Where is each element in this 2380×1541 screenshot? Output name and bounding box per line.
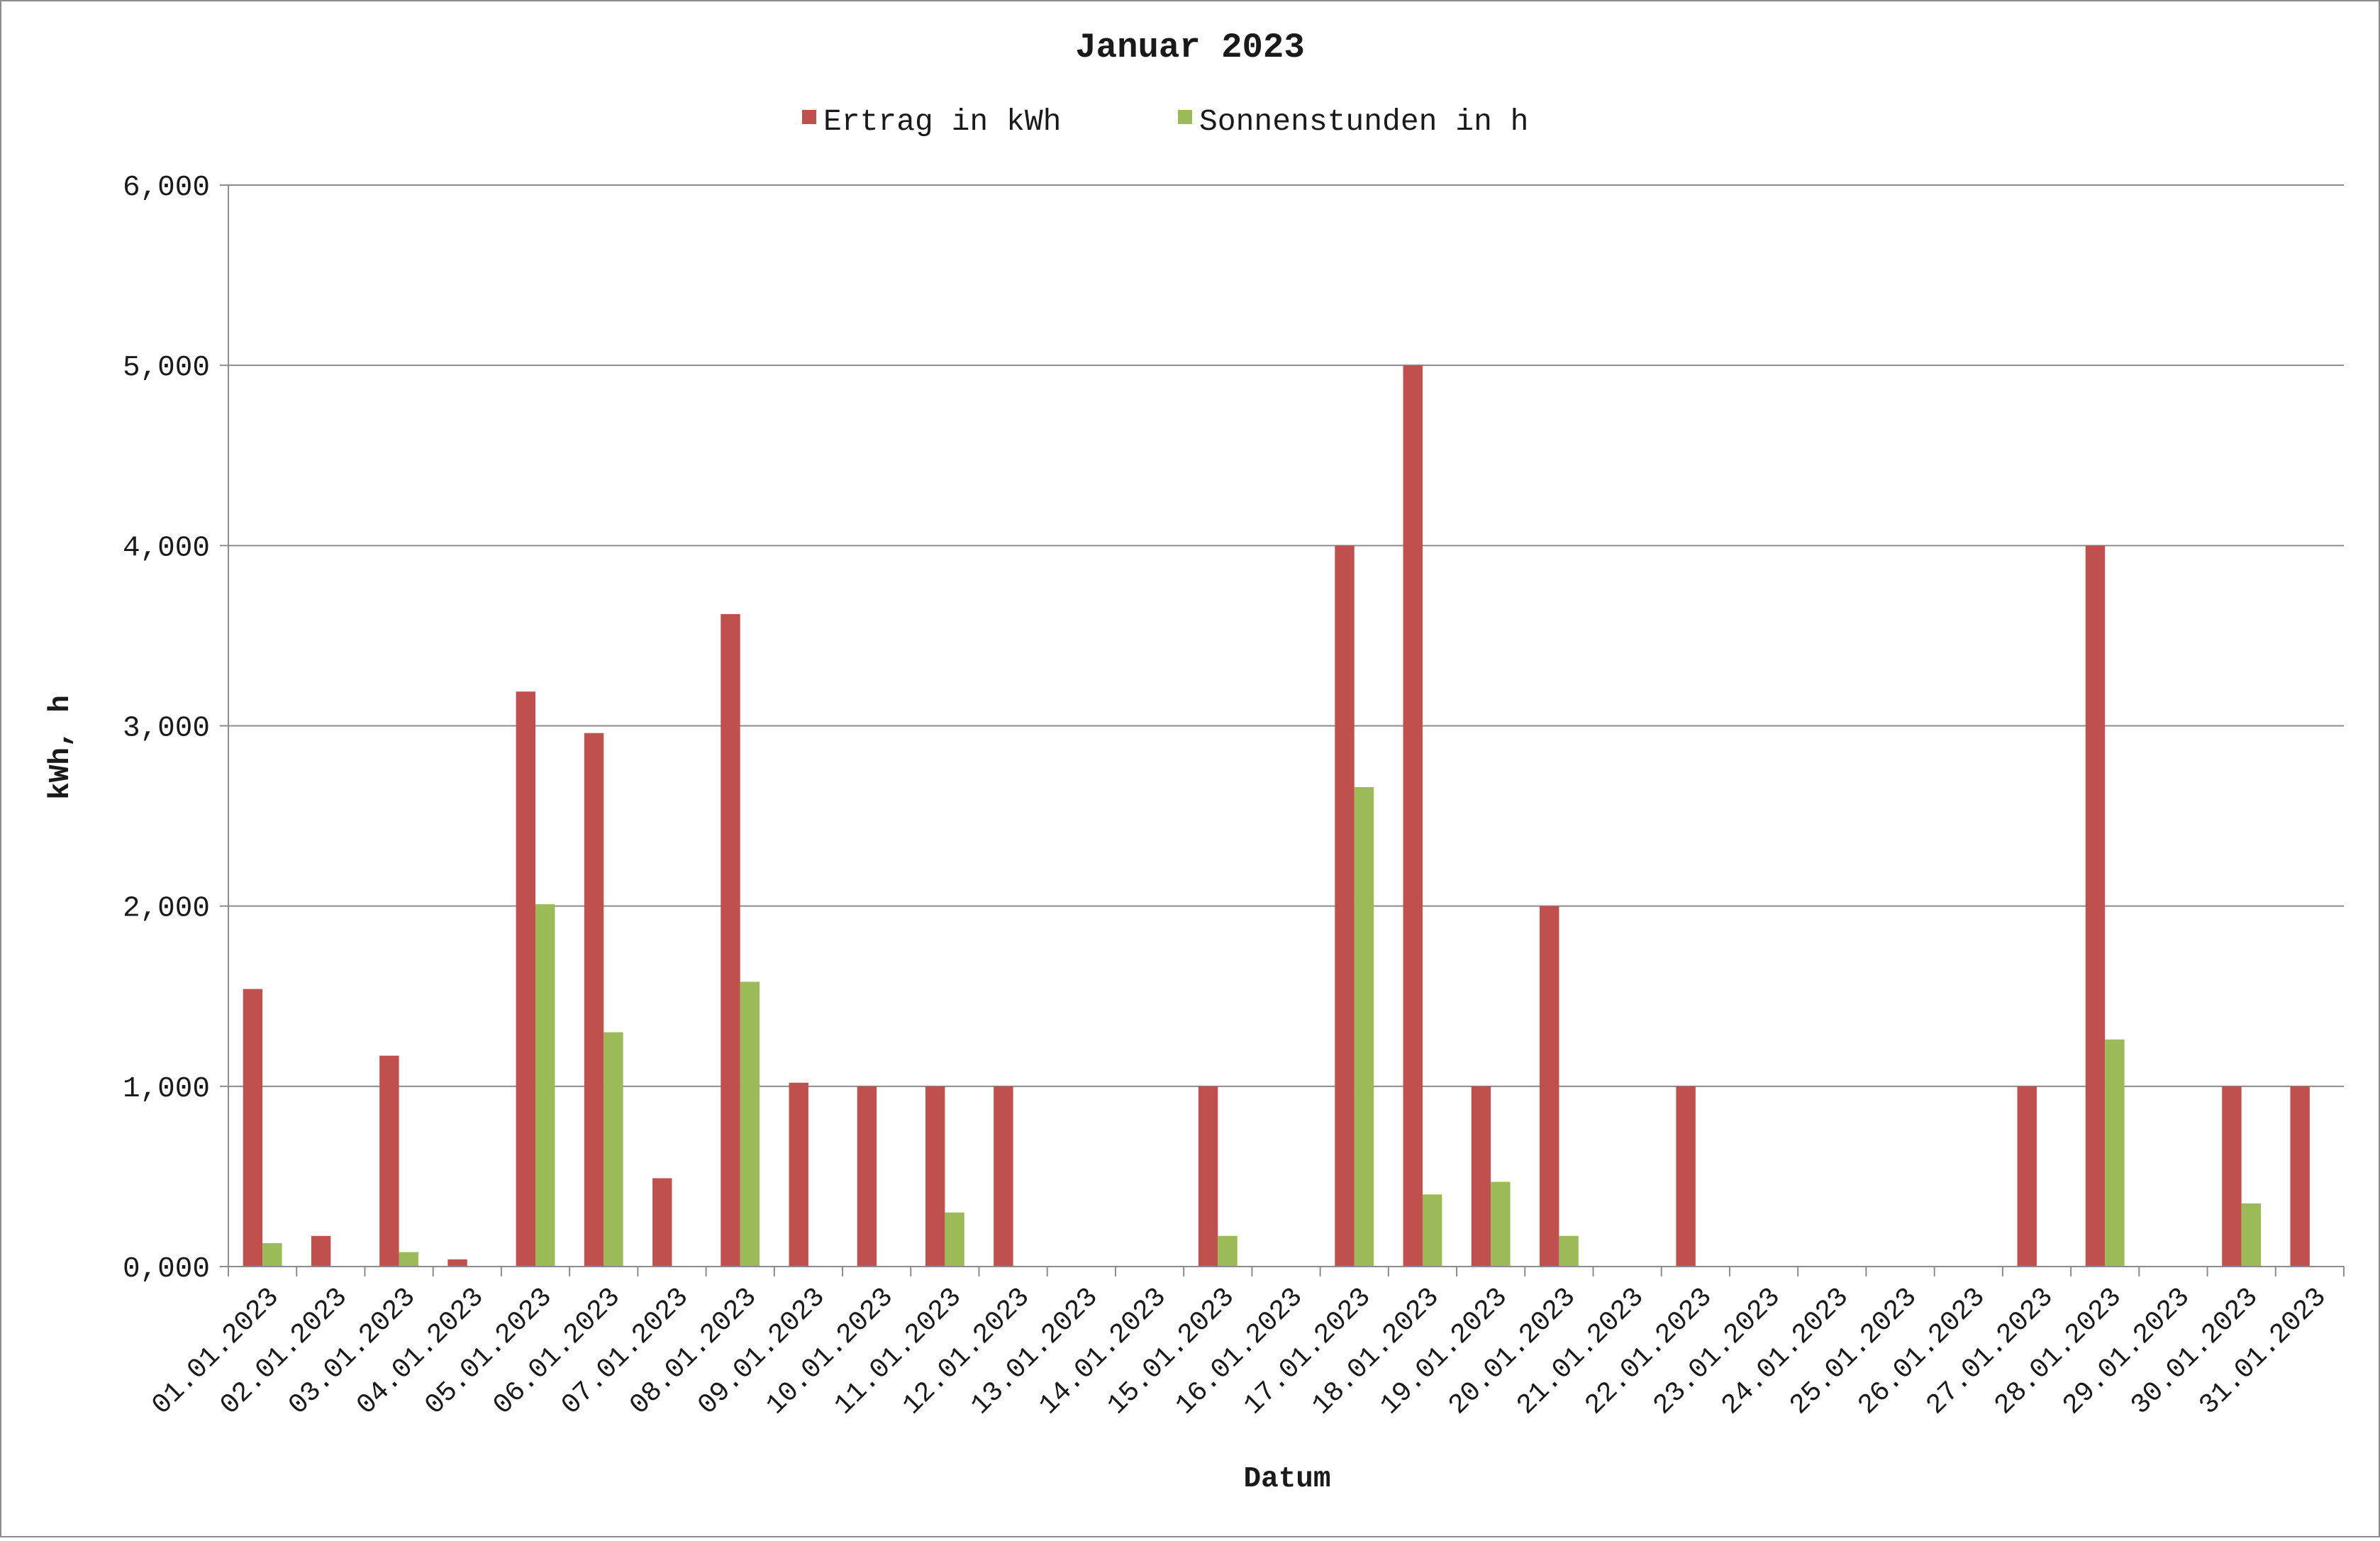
gridlines bbox=[228, 184, 2344, 1087]
bar-ertrag bbox=[2017, 1086, 2037, 1267]
y-tick-label: 6,000 bbox=[123, 172, 210, 204]
y-tick-label: 0,000 bbox=[123, 1253, 210, 1286]
bar-sonnenstunden bbox=[1559, 1235, 1579, 1267]
y-tick-label: 1,000 bbox=[123, 1073, 210, 1106]
bar-ertrag bbox=[857, 1086, 877, 1267]
bar-sonnenstunden bbox=[740, 981, 760, 1267]
bar-ertrag bbox=[925, 1086, 945, 1267]
y-tick-label: 4,000 bbox=[123, 532, 210, 564]
bar-ertrag bbox=[379, 1055, 399, 1267]
legend-swatch bbox=[802, 110, 816, 124]
bar-ertrag bbox=[1539, 906, 1559, 1267]
axes bbox=[228, 185, 2344, 1267]
y-tick-label: 5,000 bbox=[123, 352, 210, 384]
bar-ertrag bbox=[2290, 1086, 2310, 1267]
legend-swatch bbox=[1178, 110, 1192, 124]
y-axis-title: kWh, h bbox=[45, 695, 77, 800]
bar-sonnenstunden bbox=[1354, 786, 1374, 1267]
bar-ertrag bbox=[652, 1178, 672, 1267]
bar-ertrag bbox=[516, 691, 536, 1267]
bar-ertrag bbox=[2222, 1086, 2242, 1267]
bar-ertrag bbox=[2085, 545, 2106, 1267]
bar-sonnenstunden bbox=[2105, 1039, 2125, 1267]
bar-sonnenstunden bbox=[945, 1212, 964, 1267]
bar-ertrag bbox=[1198, 1086, 1218, 1267]
bar-ertrag bbox=[1403, 365, 1423, 1267]
bar-sonnenstunden bbox=[1491, 1181, 1511, 1267]
bar-ertrag bbox=[243, 989, 263, 1267]
bar-sonnenstunden bbox=[1422, 1194, 1442, 1267]
bar-sonnenstunden bbox=[1218, 1235, 1238, 1267]
bars bbox=[243, 365, 2310, 1267]
x-axis-title: Datum bbox=[1243, 1463, 1330, 1496]
bar-sonnenstunden bbox=[2241, 1203, 2262, 1267]
bar-ertrag bbox=[1335, 545, 1355, 1267]
bar-ertrag bbox=[994, 1086, 1013, 1267]
bar-ertrag bbox=[1471, 1086, 1491, 1267]
bar-ertrag bbox=[447, 1259, 467, 1267]
bar-ertrag bbox=[789, 1082, 808, 1267]
bar-sonnenstunden bbox=[604, 1032, 623, 1267]
chart-title: Januar 2023 bbox=[1075, 28, 1304, 67]
bar-ertrag bbox=[721, 613, 740, 1267]
y-tick-label: 2,000 bbox=[123, 893, 210, 925]
legend-label: Ertrag in kWh bbox=[823, 104, 1061, 139]
bar-ertrag bbox=[311, 1235, 331, 1267]
y-tick-label: 3,000 bbox=[123, 713, 210, 745]
bar-sonnenstunden bbox=[262, 1242, 282, 1267]
y-axis-ticks: 0,000 1,000 2,000 3,000 4,000 5,000 6,000 bbox=[123, 172, 228, 1286]
bar-sonnenstunden bbox=[535, 904, 555, 1267]
bar-ertrag bbox=[1676, 1086, 1696, 1267]
legend: Ertrag in kWh Sonnenstunden in h bbox=[802, 104, 1528, 139]
bar-sonnenstunden bbox=[399, 1252, 418, 1267]
legend-label: Sonnenstunden in h bbox=[1199, 104, 1528, 139]
bar-ertrag bbox=[584, 733, 604, 1267]
